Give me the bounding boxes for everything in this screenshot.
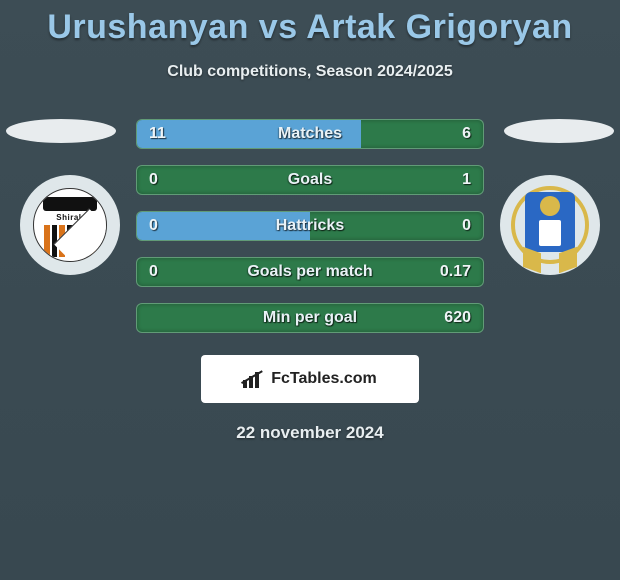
stat-row: 11 Matches 6 xyxy=(136,119,484,149)
credit-text: FcTables.com xyxy=(271,370,377,388)
stat-label: Hattricks xyxy=(137,212,483,240)
stat-bars: 11 Matches 6 0 Goals 1 0 Hattricks 0 0 G… xyxy=(136,119,484,333)
player-left-disc xyxy=(6,119,116,143)
stat-right-value: 1 xyxy=(462,166,471,194)
credit-box: FcTables.com xyxy=(201,355,419,403)
stat-right-value: 6 xyxy=(462,120,471,148)
team-left-crest: Shirak xyxy=(20,175,120,275)
stat-row: Min per goal 620 xyxy=(136,303,484,333)
stat-label: Goals xyxy=(137,166,483,194)
stat-right-value: 0 xyxy=(462,212,471,240)
stat-row: 0 Goals per match 0.17 xyxy=(136,257,484,287)
date-text: 22 november 2024 xyxy=(0,423,620,443)
team-right-crest xyxy=(500,175,600,275)
chart-icon xyxy=(243,370,265,388)
stat-label: Matches xyxy=(137,120,483,148)
stat-row: 0 Goals 1 xyxy=(136,165,484,195)
stat-row: 0 Hattricks 0 xyxy=(136,211,484,241)
comparison-area: Shirak 11 Matches 6 0 Goals 1 xyxy=(0,119,620,443)
stat-right-value: 0.17 xyxy=(440,258,471,286)
stat-label: Min per goal xyxy=(137,304,483,332)
shirak-badge-icon: Shirak xyxy=(33,188,107,262)
player-right-disc xyxy=(504,119,614,143)
stat-right-value: 620 xyxy=(444,304,471,332)
alashkert-badge-icon xyxy=(511,186,589,264)
subtitle: Club competitions, Season 2024/2025 xyxy=(0,63,620,81)
stat-label: Goals per match xyxy=(137,258,483,286)
page-title: Urushanyan vs Artak Grigoryan xyxy=(0,0,620,47)
